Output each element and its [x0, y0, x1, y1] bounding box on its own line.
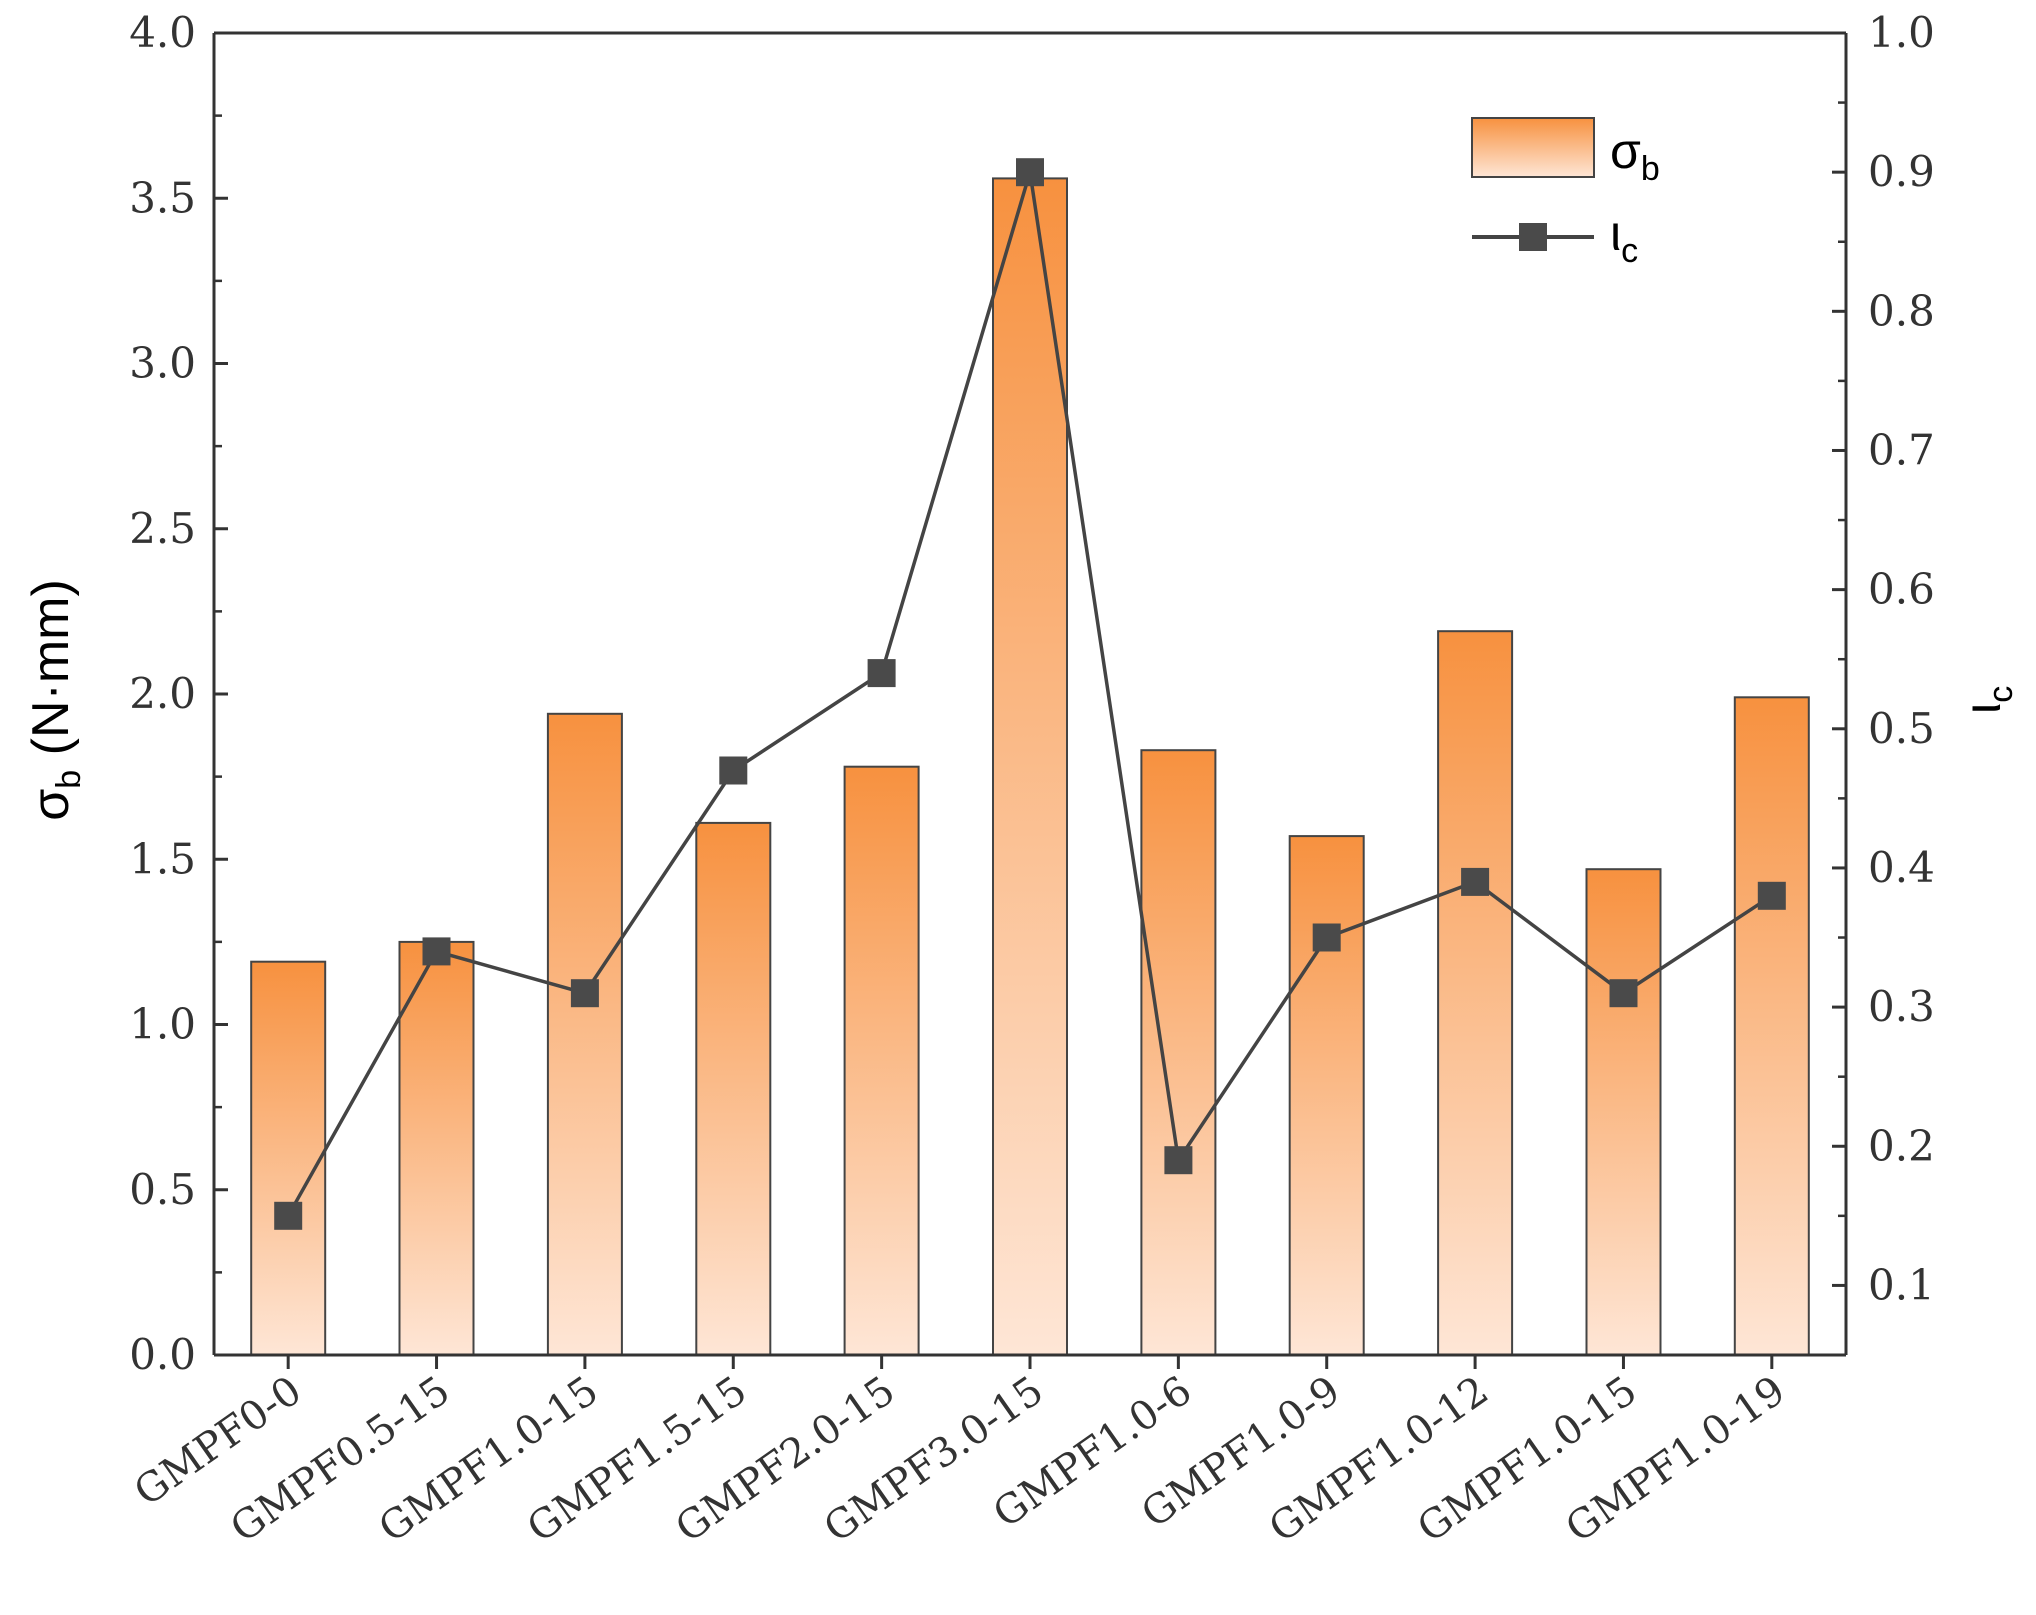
right-tick-label: 0.5	[1868, 704, 1935, 753]
left-tick-label: 1.0	[129, 1000, 196, 1049]
bar-GMPF1.0-15	[1585, 868, 1662, 1356]
legend: σb ιc	[1471, 117, 1660, 270]
right-tick-label: 0.4	[1868, 843, 1935, 892]
point-GMPF3.0-15	[1016, 158, 1044, 187]
left-tick-label: 3.0	[129, 339, 196, 388]
point-GMPF1.0-6	[1164, 1146, 1193, 1175]
point-GMPF1.0-15	[1609, 979, 1638, 1008]
left-tick-label: 2.5	[129, 504, 196, 553]
right-axis-ticks: 0.1 0.2 0.3 0.4 0.5 0.6 0.7 0.8 0.9 1.0	[1832, 8, 1935, 1309]
point-GMPF1.0-15	[570, 979, 599, 1008]
right-tick-label: 0.8	[1868, 286, 1935, 335]
right-axis-title-main: ι	[1954, 703, 2012, 715]
right-tick-label: 0.9	[1868, 147, 1935, 196]
right-tick-label: 0.1	[1868, 1260, 1935, 1309]
legend-bar-swatch	[1471, 117, 1595, 178]
point-GMPF2.0-15	[867, 659, 896, 688]
point-GMPF1.5-15	[719, 756, 748, 785]
left-axis-title-sub: b	[50, 770, 88, 789]
left-tick-label: 4.0	[129, 8, 196, 57]
bar-GMPF1.5-15	[695, 821, 772, 1356]
legend-bar-label: σb	[1610, 123, 1660, 188]
bar-GMPF3.0-15	[992, 177, 1068, 1356]
line-series	[274, 158, 1786, 1230]
bar-GMPF1.0-6	[1140, 749, 1217, 1356]
point-GMPF1.0-19	[1757, 881, 1786, 910]
point-GMPF1.0-9	[1312, 923, 1341, 952]
point-GMPF0.5-15	[422, 937, 451, 966]
left-axis-title: σb (N·mm)	[22, 579, 88, 821]
legend-line-label-main: ι	[1610, 205, 1621, 261]
legend-line-label-sub: c	[1621, 232, 1638, 270]
right-tick-label: 0.6	[1868, 565, 1935, 614]
right-axis-title: ιc	[1954, 686, 2020, 715]
legend-line-label: ιc	[1610, 205, 1638, 270]
bar-GMPF1.0-19	[1733, 696, 1810, 1356]
left-tick-label: 2.0	[129, 669, 196, 718]
left-tick-label: 1.5	[129, 834, 196, 883]
bar-GMPF1.0-12	[1437, 630, 1514, 1356]
right-tick-label: 0.7	[1868, 425, 1935, 474]
left-tick-label: 3.5	[129, 173, 196, 222]
right-tick-label: 0.3	[1868, 982, 1935, 1031]
x-axis-tick-labels: GMPF0-0GMPF0.5-15GMPF1.0-15GMPF1.5-15GMP…	[126, 1355, 1794, 1552]
right-axis-title-sub: c	[1982, 686, 2020, 703]
right-tick-label: 0.2	[1868, 1121, 1935, 1170]
bar-GMPF1.0-15	[546, 712, 623, 1356]
legend-marker-swatch	[1519, 223, 1547, 251]
point-GMPF0-0	[274, 1201, 303, 1230]
left-axis-ticks: 0.0 0.5 1.0 1.5 2.0 2.5 3.0 3.5 4.0	[129, 8, 228, 1379]
left-axis-title-unit: (N·mm)	[22, 579, 80, 770]
left-tick-label: 0.0	[129, 1330, 196, 1379]
left-tick-label: 0.5	[129, 1165, 196, 1214]
bar-GMPF2.0-15	[843, 765, 920, 1356]
right-tick-label: 1.0	[1868, 8, 1935, 57]
left-axis-title-main: σ	[22, 789, 80, 821]
bar-GMPF0.5-15	[398, 940, 475, 1357]
legend-bar-label-main: σ	[1610, 123, 1641, 179]
bar-series	[250, 177, 1810, 1357]
point-GMPF1.0-12	[1461, 867, 1490, 896]
bar-GMPF0-0	[250, 960, 327, 1356]
legend-bar-label-sub: b	[1641, 150, 1660, 188]
bar-GMPF1.0-9	[1288, 835, 1365, 1356]
